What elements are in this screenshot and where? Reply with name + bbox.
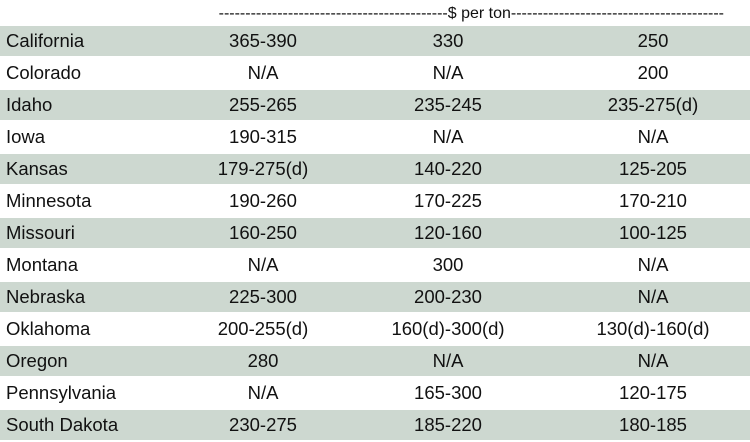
price-cell-2: 330	[346, 26, 550, 58]
state-cell: Minnesota	[0, 185, 180, 218]
price-cell-3: N/A	[550, 121, 750, 154]
table-row: Montana N/A 300 N/A	[0, 249, 750, 282]
state-cell: Montana	[0, 249, 180, 282]
price-cell-2: 170-225	[346, 185, 550, 218]
price-cell-2: 235-245	[346, 89, 550, 122]
price-cell-3: N/A	[550, 281, 750, 314]
price-cell-2: 185-220	[346, 409, 550, 442]
price-cell-1: 160-250	[180, 217, 346, 250]
table-row: California 365-390 330 250	[0, 26, 750, 58]
price-cell-1: 280	[180, 345, 346, 378]
price-cell-1: N/A	[180, 377, 346, 410]
table-row: Missouri 160-250 120-160 100-125	[0, 217, 750, 250]
state-cell: Oregon	[0, 345, 180, 378]
state-cell: Pennsylvania	[0, 377, 180, 410]
table-row: Pennsylvania N/A 165-300 120-175	[0, 377, 750, 410]
price-cell-3: 120-175	[550, 377, 750, 410]
price-cell-2: 120-160	[346, 217, 550, 250]
price-cell-3: 125-205	[550, 153, 750, 186]
price-cell-3: N/A	[550, 249, 750, 282]
price-cell-3: 130(d)-160(d)	[550, 313, 750, 346]
price-table-body: California 365-390 330 250 Colorado N/A N/A 200…	[0, 26, 750, 442]
units-header-label: ----------------------------------------…	[218, 5, 724, 22]
table-row: South Dakota 230-275 185-220 180-185	[0, 409, 750, 442]
state-cell: Idaho	[0, 89, 180, 122]
price-cell-3: 235-275(d)	[550, 89, 750, 122]
price-cell-3: N/A	[550, 345, 750, 378]
price-cell-2: 165-300	[346, 377, 550, 410]
table-row: Oregon 280 N/A N/A	[0, 345, 750, 378]
table-row: Iowa 190-315 N/A N/A	[0, 121, 750, 154]
table-row: Idaho 255-265 235-245 235-275(d)	[0, 89, 750, 122]
state-cell: Iowa	[0, 121, 180, 154]
state-cell: Colorado	[0, 57, 180, 90]
table-row: Kansas 179-275(d) 140-220 125-205	[0, 153, 750, 186]
price-cell-3: 250	[550, 26, 750, 58]
state-cell: Kansas	[0, 153, 180, 186]
state-cell: Oklahoma	[0, 313, 180, 346]
price-cell-1: N/A	[180, 57, 346, 90]
price-cell-2: N/A	[346, 57, 550, 90]
price-cell-1: 179-275(d)	[180, 153, 346, 186]
state-cell: Missouri	[0, 217, 180, 250]
price-cell-1: 190-315	[180, 121, 346, 154]
price-cell-3: 100-125	[550, 217, 750, 250]
price-cell-1: 365-390	[180, 26, 346, 58]
state-cell: California	[0, 26, 180, 58]
table-row: Oklahoma 200-255(d) 160(d)-300(d) 130(d)-16…	[0, 313, 750, 346]
price-cell-2: 160(d)-300(d)	[346, 313, 550, 346]
units-header: ----------------------------------------…	[0, 0, 750, 26]
table-row: Colorado N/A N/A 200	[0, 57, 750, 90]
price-cell-2: N/A	[346, 345, 550, 378]
price-table: California 365-390 330 250 Colorado N/A N/A 200…	[0, 26, 750, 442]
price-cell-1: 225-300	[180, 281, 346, 314]
price-cell-3: 200	[550, 57, 750, 90]
price-cell-3: 170-210	[550, 185, 750, 218]
price-cell-2: 200-230	[346, 281, 550, 314]
price-cell-1: 190-260	[180, 185, 346, 218]
price-cell-3: 180-185	[550, 409, 750, 442]
price-cell-2: 140-220	[346, 153, 550, 186]
price-cell-2: N/A	[346, 121, 550, 154]
state-cell: Nebraska	[0, 281, 180, 314]
price-cell-1: 200-255(d)	[180, 313, 346, 346]
table-row: Minnesota 190-260 170-225 170-210	[0, 185, 750, 218]
state-cell: South Dakota	[0, 409, 180, 442]
price-cell-2: 300	[346, 249, 550, 282]
price-cell-1: N/A	[180, 249, 346, 282]
price-cell-1: 230-275	[180, 409, 346, 442]
table-row: Nebraska 225-300 200-230 N/A	[0, 281, 750, 314]
price-cell-1: 255-265	[180, 89, 346, 122]
